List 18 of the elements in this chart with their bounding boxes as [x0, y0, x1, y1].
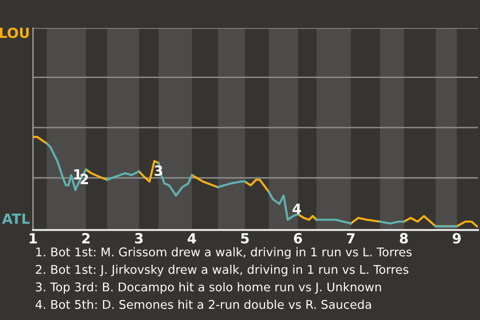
text: ATL: [2, 214, 30, 224]
text: LOU: [0, 28, 29, 38]
x-tick-label: 2: [82, 233, 90, 244]
x-tick-label: 3: [135, 233, 143, 244]
text: 1. Bot 1st: M. Grissom drew a walk, driving in 1 run vs L. Torres: [36, 247, 412, 259]
x-tick-label: 9: [452, 233, 461, 244]
x-tick-label: 1: [30, 233, 37, 244]
annotation: 2: [80, 174, 88, 184]
x-tick-label: 5: [241, 233, 249, 244]
annotation: 4: [292, 204, 302, 214]
x-tick-label: 6: [294, 233, 302, 244]
annotation: 1: [74, 169, 82, 180]
text: 3. Top 3rd: B. Docampo hit a solo home run vs J. Unknown: [36, 282, 381, 294]
text: 4. Bot 5th: D. Semones hit a 2-run double vs R. Sauceda: [36, 300, 371, 309]
x-tick-label: 7: [346, 233, 355, 244]
x-tick-label: 4: [188, 233, 196, 244]
x-tick-label: 8: [400, 233, 408, 244]
text: 2. Bot 1st: J. Jirkovsky drew a walk, driving in 1 run vs L. Torres: [36, 264, 408, 276]
